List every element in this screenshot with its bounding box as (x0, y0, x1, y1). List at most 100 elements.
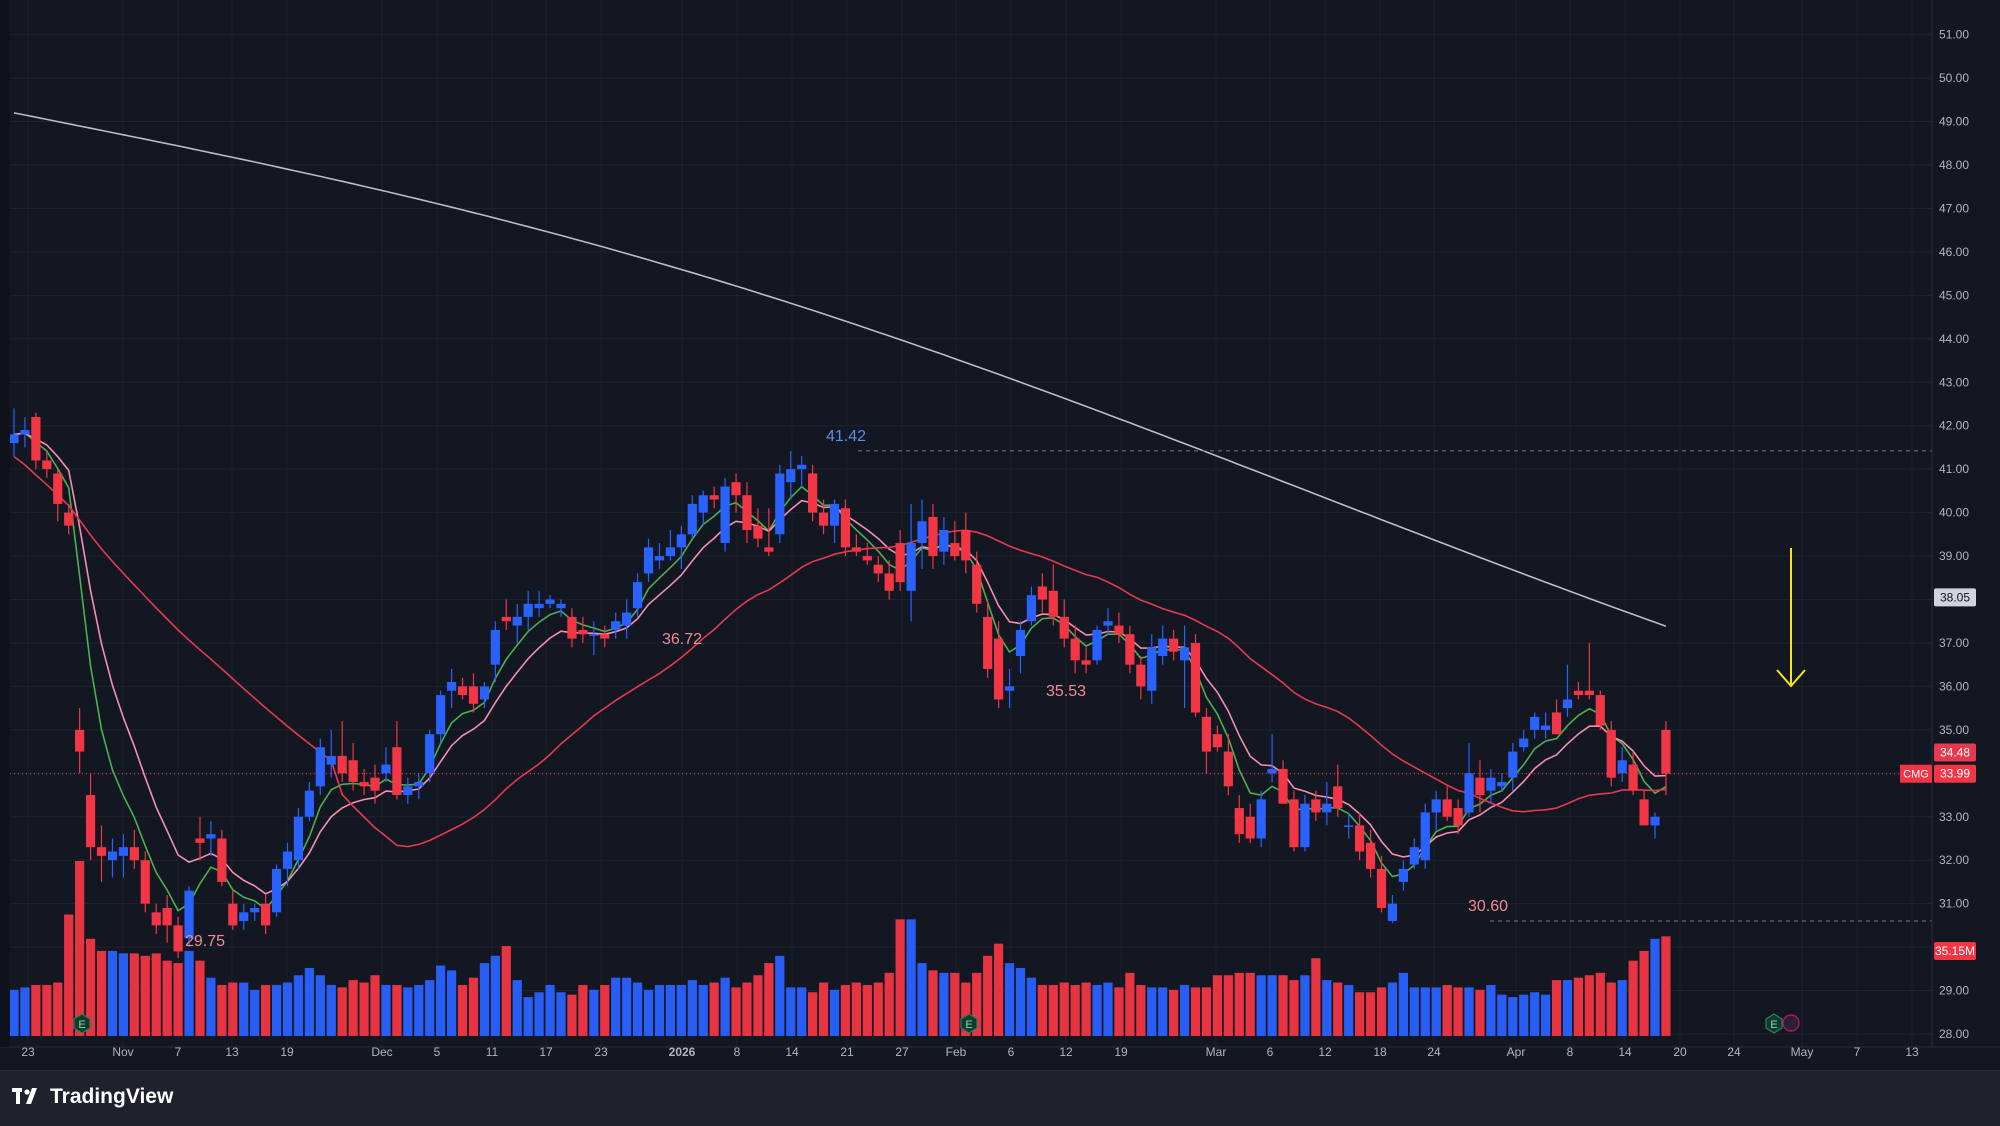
volume-bar (1004, 963, 1015, 1036)
candle-body (873, 564, 883, 574)
candle-body (96, 847, 107, 856)
candle-body (1103, 621, 1113, 626)
x-axis-label: 13 (1905, 1045, 1919, 1059)
candle-body (676, 534, 686, 548)
price-chart[interactable]: 41.42 36.72 29.75 35.53 30.60 E E E 28.00 29.00 3… (0, 0, 2000, 1070)
volume-bar (1508, 997, 1518, 1036)
volume-bar (239, 982, 249, 1036)
last-price-badge: CMG 33.99 (1900, 764, 1976, 783)
candle-body (523, 603, 533, 617)
x-axis-label: 7 (1854, 1045, 1861, 1059)
volume-bar (1103, 982, 1113, 1036)
x-axis-label: 12 (1059, 1045, 1073, 1059)
candle-body (534, 603, 544, 609)
candle-body (972, 564, 982, 604)
candle-body (1169, 638, 1179, 652)
volume-badge-text: 35.15M (1935, 944, 1975, 958)
volume-bar (1530, 992, 1540, 1036)
volume-bar (742, 982, 752, 1036)
candle-body (271, 868, 282, 913)
candle-body (589, 634, 599, 636)
candle-body (884, 573, 894, 591)
y-axis-label: 37.00 (1939, 636, 1969, 650)
x-axis-label: May (1791, 1045, 1814, 1059)
volume-bar (818, 982, 829, 1036)
candle-body (939, 529, 949, 552)
volume-bar (873, 982, 883, 1036)
candle-body (42, 460, 52, 470)
volume-bar (654, 984, 665, 1036)
volume-bar (468, 977, 479, 1036)
candle-body (556, 603, 566, 609)
volume-bar (950, 972, 960, 1036)
volume-bar (895, 919, 905, 1036)
candle-body (983, 616, 993, 670)
x-axis-label: Mar (1206, 1045, 1227, 1059)
candle-body (1300, 803, 1310, 848)
brand-name: TradingView (50, 1085, 174, 1108)
volume-bar (1431, 987, 1441, 1036)
volume-bar (1365, 992, 1376, 1036)
volume-bar (1551, 980, 1562, 1036)
volume-bar (1650, 938, 1660, 1036)
volume-bar (457, 984, 468, 1036)
x-axis-label: 24 (1727, 1045, 1741, 1059)
volume-bar (425, 980, 435, 1036)
candle-body (1376, 868, 1387, 908)
volume-bar (676, 984, 686, 1036)
volume-bar (906, 919, 916, 1036)
volume-bar (1387, 982, 1398, 1036)
candle-body (906, 543, 916, 591)
volume-bar (129, 953, 139, 1036)
volume-bar (217, 984, 227, 1036)
candle-body (250, 907, 260, 913)
volume-bar (1409, 987, 1419, 1036)
volume-bar (687, 980, 697, 1036)
volume-bar (1179, 984, 1190, 1036)
candle-body (578, 629, 588, 635)
volume-bar (884, 972, 894, 1036)
y-axis-label: 33.00 (1939, 810, 1969, 824)
volume-badge-bg (1934, 942, 1976, 960)
tradingview-logo[interactable]: TradingView (12, 1085, 173, 1109)
candle-body (1015, 629, 1026, 656)
volume-bar (1617, 980, 1627, 1036)
candle-body (654, 556, 665, 561)
candle-body (1179, 647, 1190, 661)
candle-body (326, 755, 336, 765)
candle-body (1365, 842, 1376, 869)
candles-layer (9, 408, 1671, 958)
y-axis-label: 29.00 (1939, 984, 1969, 998)
candle-body (545, 599, 555, 604)
volume-bar (1190, 987, 1201, 1036)
candle-body (1398, 868, 1408, 882)
volume-bar (184, 950, 194, 1036)
candle-body (818, 512, 829, 526)
x-axis-label: 12 (1318, 1045, 1332, 1059)
volume-bar (1158, 987, 1168, 1036)
candle-body (239, 912, 249, 922)
dividend-icon (1782, 1014, 1800, 1032)
candle-body (140, 860, 150, 904)
volume-bar (282, 982, 293, 1036)
x-axis-label: 6 (1267, 1045, 1274, 1059)
volume-bar (1595, 972, 1605, 1036)
volume-bar (1376, 987, 1387, 1036)
y-axis-label: 32.00 (1939, 853, 1969, 867)
x-axis-label: 14 (1618, 1045, 1632, 1059)
volume-bar (1344, 984, 1354, 1036)
volume-bar (1541, 994, 1551, 1036)
candle-body (1311, 799, 1321, 813)
candle-body (1409, 847, 1419, 865)
earnings-hex (1765, 1013, 1783, 1034)
candle-body (447, 682, 457, 691)
volume-bar (1114, 987, 1124, 1036)
candle-body (129, 847, 139, 861)
candle-body (490, 629, 500, 665)
volume-bar (523, 997, 533, 1036)
volume-bar (1070, 984, 1080, 1036)
x-axis-label: 8 (1567, 1045, 1574, 1059)
volume-bar (917, 963, 927, 1036)
grid-layer (10, 0, 1932, 1047)
candle-body (1037, 586, 1047, 600)
